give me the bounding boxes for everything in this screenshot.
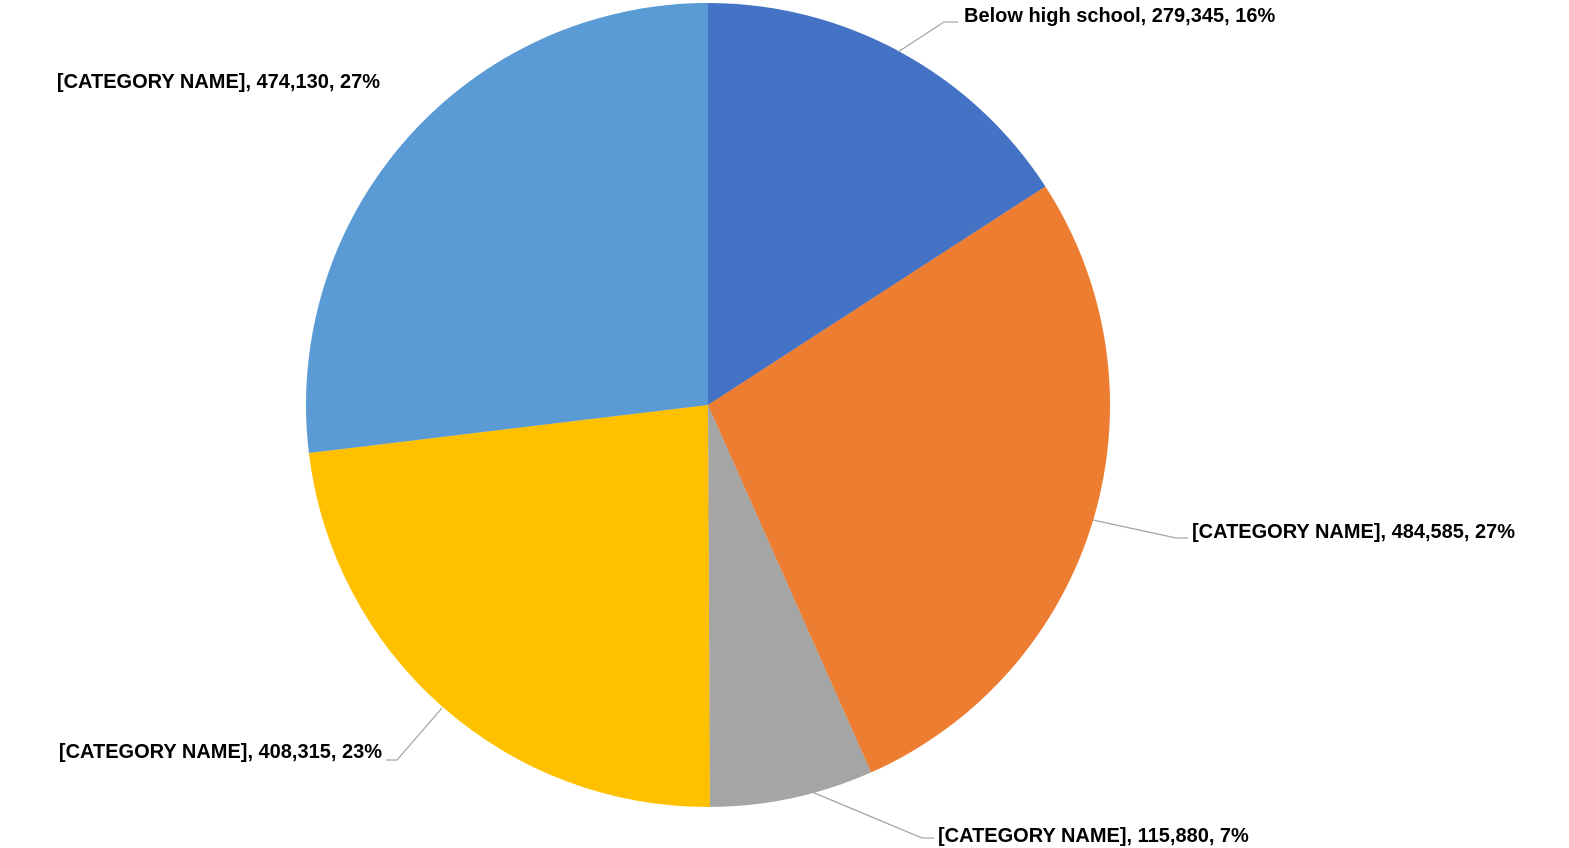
leader-line-4 <box>386 707 443 761</box>
pie-slice-1 <box>708 3 1046 405</box>
pie-slice-3 <box>708 405 872 807</box>
data-label-5: [CATEGORY NAME], 474,130, 27% <box>57 71 380 93</box>
data-labels: Below high school, 279,345, 16% [CATEGORY… <box>57 5 1515 847</box>
leader-line-3 <box>811 791 934 839</box>
pie-slice-4 <box>308 405 710 808</box>
data-label-1: Below high school, 279,345, 16% <box>964 5 1275 27</box>
leader-line-2 <box>1092 519 1188 539</box>
pie-slices <box>306 3 1111 808</box>
data-label-4: [CATEGORY NAME], 408,315, 23% <box>59 741 382 763</box>
data-label-2: [CATEGORY NAME], 484,585, 27% <box>1192 521 1515 543</box>
pie-slice-2 <box>708 186 1111 773</box>
leader-lines <box>386 21 1188 839</box>
data-label-3: [CATEGORY NAME], 115,880, 7% <box>938 825 1249 847</box>
leader-line-1 <box>897 21 958 53</box>
pie-slice-5 <box>306 3 708 453</box>
